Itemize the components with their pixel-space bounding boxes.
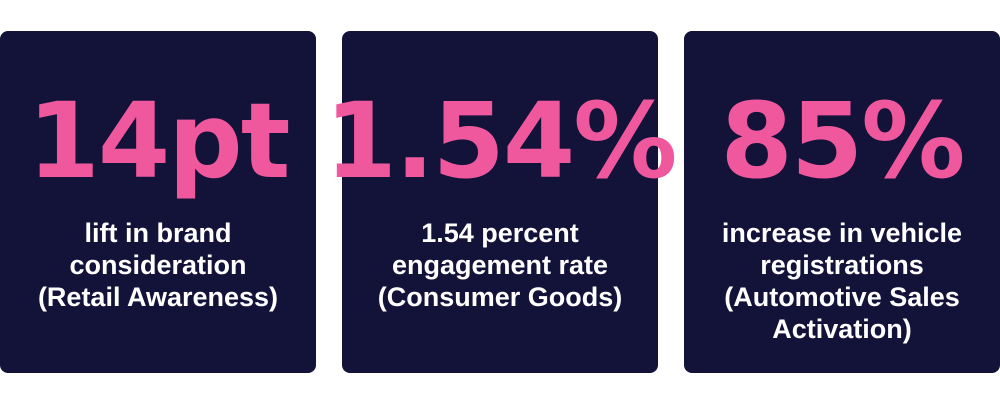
stat-card-retail-awareness: 14pt lift in brand consideration (Retail… — [0, 31, 316, 373]
stat-description-line: (Retail Awareness) — [37, 282, 279, 312]
stat-description-line: 1.54 percent — [421, 218, 579, 248]
stat-card-consumer-goods: 1.54% 1.54 percent engagement rate (Cons… — [325, 31, 677, 373]
stat-description-line: (Automotive Sales — [724, 282, 960, 312]
stat-description-line: engagement rate — [391, 250, 609, 280]
stat-value: 14pt — [27, 80, 291, 202]
stat-value: 85% — [720, 80, 966, 202]
stat-value: 1.54% — [324, 80, 678, 202]
stat-description-line: lift in brand — [84, 218, 232, 248]
stat-description-line: increase in vehicle — [721, 218, 963, 248]
stat-description-line: Activation) — [772, 314, 912, 344]
stat-description: 1.54 percent engagement rate (Consumer G… — [355, 217, 645, 313]
stat-description-line: consideration — [69, 250, 247, 280]
stat-card-automotive-sales: 85% increase in vehicle registrations (A… — [684, 31, 1000, 373]
stat-description: lift in brand consideration (Retail Awar… — [13, 217, 303, 313]
stat-description-line: (Consumer Goods) — [377, 282, 623, 312]
stat-description-line: registrations — [760, 250, 924, 280]
stat-description: increase in vehicle registrations (Autom… — [697, 217, 987, 345]
